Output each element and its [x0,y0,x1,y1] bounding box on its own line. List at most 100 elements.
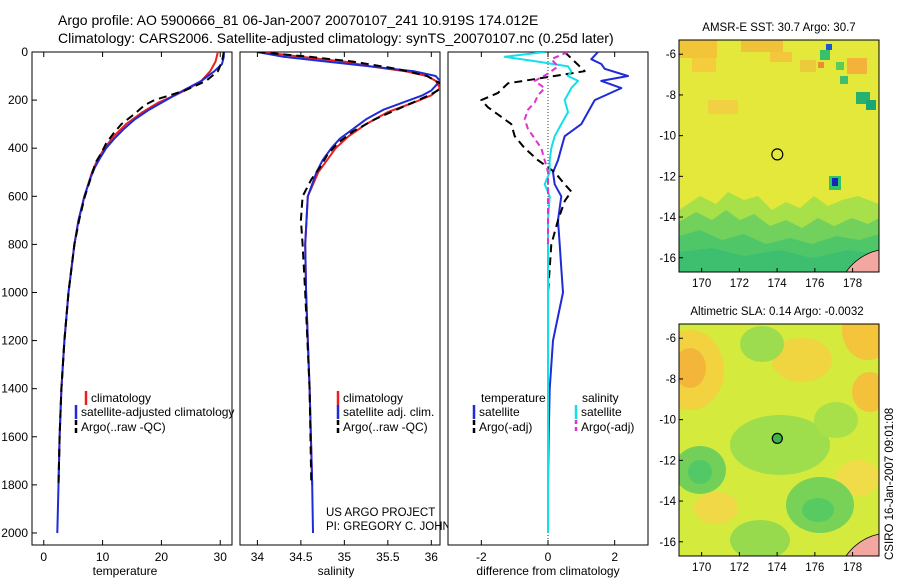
temperature-axes-frame [31,51,233,546]
legend-label-argo: Argo(..raw -QC) [81,420,166,434]
map-x-tick-label: 178 [843,562,862,574]
map-x-tick-label: 174 [768,278,788,290]
map-x-tick-label: 170 [692,278,711,290]
difference-legend: temperature salinity satellite Argo(-adj… [472,391,634,434]
argo-float-marker-sst [771,148,784,161]
y-tick-label: 0 [21,45,28,59]
x-tick-label: 35 [338,550,352,564]
legend-label-temp-argo: Argo(-adj) [479,420,532,434]
difference-x-axis: -2 0 2 [476,52,618,564]
map-y-tick-label: -14 [659,212,676,224]
map-x-tick-label: 178 [843,278,862,290]
sst-pixel [840,76,848,84]
map-y-tick-label: -10 [659,415,676,427]
sla-low-patch [730,415,830,475]
sst-warm-patch [692,58,716,72]
sla-map-panel: Altimetric SLA: 0.14 Argo: -0.0032 170 17… [659,306,880,574]
figure-title-line-2: Climatology: CARS2006. Satellite-adjuste… [58,30,614,46]
sst-pixel [836,62,844,70]
x-tick-label: 34.5 [289,550,313,564]
argo-float-marker-sla [771,432,783,444]
project-credit: US ARGO PROJECT [326,507,435,519]
sst-map-axes: 170 172 174 176 178 -6 -8 -10 -12 -14 -16 [659,49,862,290]
map-y-tick-label: -16 [659,253,676,265]
y-tick-label: 1000 [1,285,28,299]
sla-map-title: Altimetric SLA: 0.14 Argo: -0.0032 [690,306,863,318]
map-x-tick-label: 172 [730,562,749,574]
temperature-x-axis: 0 10 20 30 [40,52,227,564]
temperature-lines [56,52,225,534]
legend-label-climatology-sal: climatology [343,391,403,405]
sst-map-panel: AMSR-E SST: 30.7 Argo: 30.7 [659,22,880,290]
series-line-salinity-2 [257,52,440,485]
temperature-panel: 0 200 400 600 800 1000 1200 1400 1600 1800 2000 0 1… [1,45,234,578]
map-y-tick-label: -6 [666,49,676,61]
salinity-legend: climatology satellite adj. clim. Argo(..… [336,391,434,434]
y-tick-label: 1200 [1,334,28,348]
x-tick-label: 36 [425,550,439,564]
y-tick-label: 800 [8,237,28,251]
series-line-difference-0 [547,52,629,533]
legend-title-temperature: temperature [481,391,546,405]
sla-map-frame [678,323,880,557]
x-tick-label: 30 [214,550,228,564]
sla-low-patch [814,402,858,438]
legend-title-salinity: salinity [582,391,619,405]
temperature-legend: climatology satellite-adjusted climatolo… [74,391,234,434]
sst-pixel [826,44,832,50]
depth-axis: 0 200 400 600 800 1000 1200 1400 1600 1800 2000 [1,45,37,540]
sla-high-patch [842,324,879,360]
map-y-tick-label: -10 [659,131,676,143]
sla-low-patch [688,460,712,484]
x-tick-label: 0 [545,550,552,564]
series-line-difference-2 [503,52,579,533]
legend-label-sal-argo: Argo(-adj) [581,420,634,434]
sst-warm-patch [770,52,792,62]
salinity-x-axis: 34 34.5 35 35.5 36 [251,52,439,564]
difference-lines [480,52,629,533]
map-y-tick-label: -16 [659,537,676,549]
x-tick-label: 0 [40,550,47,564]
y-tick-label: 400 [8,141,28,155]
y-tick-label: 2000 [1,526,28,540]
sst-pixel [820,50,830,60]
salinity-panel: 34 34.5 35 35.5 36 salinity climatology sate… [239,51,476,578]
csiro-timestamp: CSIRO 16-Jan-2007 09:01:08 [884,408,896,560]
sst-map-field [679,40,879,272]
salinity-x-label: salinity [318,564,355,578]
sla-low-patch [740,326,784,362]
y-tick-label: 600 [8,189,28,203]
x-tick-label: 20 [155,550,169,564]
temperature-x-label: temperature [93,564,158,578]
sst-pixel [866,100,876,110]
salinity-axes-frame [239,51,441,546]
legend-label-sal-satellite: satellite [581,405,622,419]
sst-warm-patch [741,40,783,52]
legend-label-climatology: climatology [91,391,151,405]
sst-warm-patch [800,60,816,72]
y-tick-label: 1800 [1,478,28,492]
sla-low-patch [802,498,834,522]
sla-map-field [679,324,879,556]
x-tick-label: 35.5 [376,550,400,564]
sst-warm-patch [708,100,738,114]
legend-label-argo-sal: Argo(..raw -QC) [343,420,428,434]
x-tick-label: -2 [476,550,487,564]
map-y-tick-label: -12 [659,171,676,183]
legend-label-sat-adj-clim: satellite adj. clim. [343,405,434,419]
map-x-tick-label: 172 [730,278,749,290]
legend-label-temp-satellite: satellite [479,405,520,419]
sla-high-patch [772,338,832,382]
map-y-tick-label: -6 [666,333,676,345]
legend-label-satellite-adjusted: satellite-adjusted climatology [81,405,234,419]
x-tick-label: 34 [251,550,265,564]
x-tick-label: 2 [611,550,618,564]
series-line-difference-1 [480,52,586,485]
series-line-temperature-2 [57,52,225,485]
map-y-tick-label: -8 [666,90,676,102]
series-line-difference-3 [523,52,569,245]
y-tick-label: 1600 [1,430,28,444]
sla-high-patch [836,460,879,496]
sst-pixel [832,178,838,186]
map-y-tick-label: -14 [659,496,676,508]
